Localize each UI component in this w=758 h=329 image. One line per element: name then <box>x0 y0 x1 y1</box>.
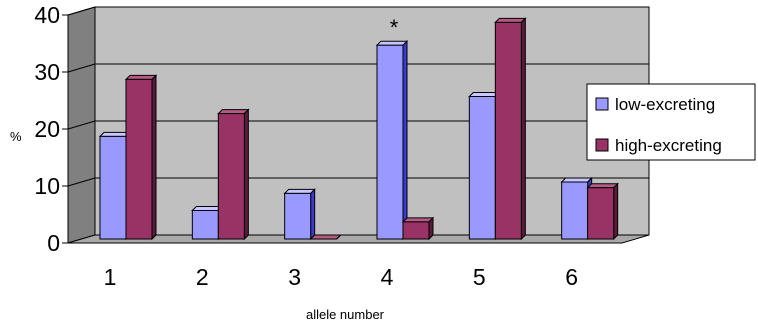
bar-low-excreting-2 <box>191 210 219 240</box>
bar-top-high-excreting-4 <box>401 217 435 223</box>
legend-box <box>586 83 756 161</box>
y-tick-label: 30 <box>34 59 60 85</box>
x-tick-label: 3 <box>288 264 301 290</box>
bar-side-high-excreting-1 <box>151 74 157 241</box>
axes: 0 10 20 30 40 1 2 3 4 5 6 <box>34 2 578 290</box>
bar-side-low-excreting-4 <box>402 39 408 241</box>
bar-low-excreting-1 <box>99 135 127 240</box>
legend-swatch-high-excreting <box>595 138 609 152</box>
bar-top-high-excreting-3 <box>309 234 342 240</box>
legend: low-excreting high-excreting <box>586 83 756 161</box>
bar-side-high-excreting-5 <box>520 17 526 241</box>
bar-side-high-excreting-6 <box>613 182 619 241</box>
x-tick-label: 1 <box>104 264 117 290</box>
bar-low-excreting-3 <box>284 192 312 240</box>
bar-top-low-excreting-3 <box>283 188 316 194</box>
bar-top-high-excreting-6 <box>586 183 619 189</box>
x-tick-label: 5 <box>473 264 486 290</box>
y-tick-label: 40 <box>34 2 60 28</box>
bar-top-high-excreting-2 <box>217 109 250 115</box>
bar-high-excreting-1 <box>125 78 153 240</box>
bar-low-excreting-5 <box>468 96 496 240</box>
gridline-side <box>67 177 96 187</box>
y-tick-label: 20 <box>34 116 60 142</box>
bar-high-excreting-6 <box>587 187 615 240</box>
bar-top-high-excreting-1 <box>124 74 158 80</box>
legend-label-high-excreting: high-excreting <box>615 136 722 155</box>
bar-side-low-excreting-3 <box>310 188 316 241</box>
legend-swatch-low-excreting <box>595 97 609 111</box>
bar-top-high-excreting-5 <box>494 17 527 23</box>
x-tick-label: 2 <box>196 264 209 290</box>
bar-low-excreting-6 <box>561 181 589 240</box>
gridline-side <box>67 6 96 16</box>
bar-high-excreting-5 <box>494 21 522 240</box>
bar-high-excreting-2 <box>217 113 245 240</box>
legend-label-low-excreting: low-excreting <box>615 95 715 114</box>
bars: * <box>98 15 619 241</box>
gridlines <box>67 6 649 187</box>
bar-low-excreting-4 <box>376 44 404 240</box>
bar-top-low-excreting-6 <box>560 177 593 183</box>
x-tick-label: 6 <box>565 264 578 290</box>
bar-top-low-excreting-4 <box>375 40 409 46</box>
x-tick-label: 4 <box>381 264 394 290</box>
annotation-marker: * <box>390 15 399 40</box>
y-axis-title: % <box>10 129 22 144</box>
bar-side-high-excreting-3 <box>336 234 342 240</box>
bar-side-high-excreting-2 <box>243 108 249 241</box>
gridline-side <box>67 120 96 130</box>
gridline-side <box>67 63 96 73</box>
y-tick-label: 0 <box>47 230 60 256</box>
bar-side-high-excreting-4 <box>428 216 434 241</box>
bar-high-excreting-4 <box>402 221 430 240</box>
x-axis-title: allele number <box>306 307 385 322</box>
y-tick-label: 10 <box>34 173 60 199</box>
